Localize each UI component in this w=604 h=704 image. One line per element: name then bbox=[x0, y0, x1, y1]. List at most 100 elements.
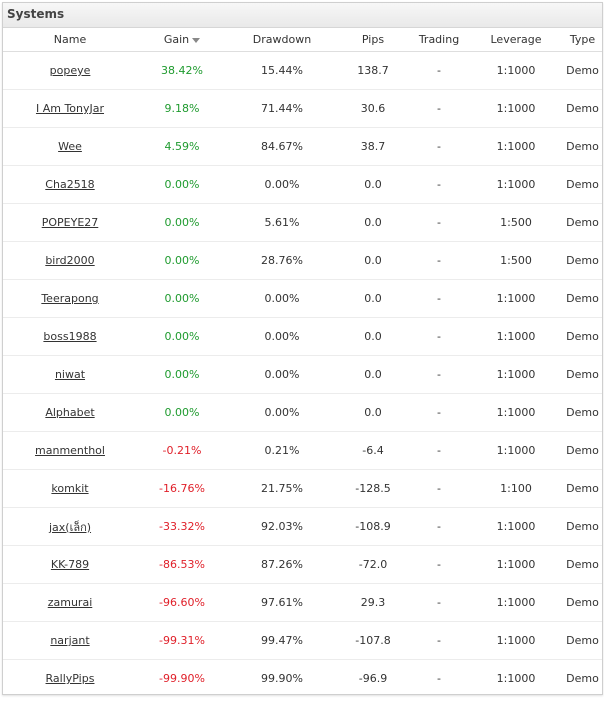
system-name-link[interactable]: komkit bbox=[51, 482, 89, 495]
type-column-cell: Demo bbox=[563, 279, 602, 318]
system-name-link[interactable]: Wee bbox=[58, 140, 82, 153]
type-column-cell: Demo bbox=[563, 317, 602, 356]
type-cell: Demo bbox=[566, 64, 599, 77]
drawdown-column-cell: 87.26% bbox=[227, 545, 337, 584]
system-name-link[interactable]: RallyPips bbox=[45, 672, 95, 685]
gain-cell: -33.32% bbox=[159, 520, 205, 533]
drawdown-column-cell: 0.00% bbox=[227, 279, 337, 318]
trading-cell: - bbox=[437, 558, 441, 571]
leverage-column-cell: 1:1000 bbox=[469, 51, 563, 90]
gain-column-cell: 38.42% bbox=[137, 51, 227, 90]
column-header-name[interactable]: Name bbox=[3, 28, 137, 52]
column-header-pips[interactable]: Pips bbox=[337, 28, 409, 52]
pips-cell: 0.0 bbox=[364, 368, 382, 381]
table-row: I Am TonyJar 9.18% 71.44% 30.6 - 1:1000 Demo bbox=[3, 89, 602, 128]
pips-column-cell: 0.0 bbox=[337, 165, 409, 204]
drawdown-cell: 99.47% bbox=[261, 634, 303, 647]
system-name-link[interactable]: zamurai bbox=[47, 596, 93, 609]
pips-column-cell: 38.7 bbox=[337, 127, 409, 166]
gain-column-cell: 0.00% bbox=[137, 165, 227, 204]
column-header-trading[interactable]: Trading bbox=[409, 28, 469, 52]
type-cell: Demo bbox=[566, 102, 599, 115]
system-name-link[interactable]: I Am TonyJar bbox=[35, 102, 105, 115]
pips-cell: 30.6 bbox=[360, 102, 386, 115]
name-column-cell: bird2000 bbox=[3, 241, 137, 280]
name-column-cell: niwat bbox=[3, 355, 137, 394]
table-row: zamurai -96.60% 97.61% 29.3 - 1:1000 Demo bbox=[3, 583, 602, 622]
type-cell: Demo bbox=[566, 558, 599, 571]
leverage-cell: 1:1000 bbox=[496, 64, 536, 77]
trading-cell: - bbox=[437, 520, 441, 533]
pips-cell: 0.0 bbox=[364, 178, 382, 191]
table-row: manmenthol -0.21% 0.21% -6.4 - 1:1000 Demo bbox=[3, 431, 602, 470]
gain-cell: -99.90% bbox=[159, 672, 205, 685]
trading-column-cell: - bbox=[409, 355, 469, 394]
leverage-cell: 1:1000 bbox=[496, 634, 536, 647]
system-name-link[interactable]: popeye bbox=[49, 64, 91, 77]
system-name-link[interactable]: niwat bbox=[54, 368, 86, 381]
system-name-link[interactable]: jax(เล็ก) bbox=[48, 520, 92, 534]
type-cell: Demo bbox=[566, 368, 599, 381]
gain-column-cell: -99.90% bbox=[137, 660, 227, 698]
name-column-cell: Alphabet bbox=[3, 393, 137, 432]
systems-table: Name Gain Drawdown Pips Trading Leverage… bbox=[3, 28, 602, 697]
table-row: Alphabet 0.00% 0.00% 0.0 - 1:1000 Demo bbox=[3, 393, 602, 432]
table-row: narjant -99.31% 99.47% -107.8 - 1:1000 Demo bbox=[3, 621, 602, 660]
type-cell: Demo bbox=[566, 406, 599, 419]
system-name-link[interactable]: Teerapong bbox=[41, 292, 99, 305]
gain-column-cell: 0.00% bbox=[137, 317, 227, 356]
system-name-link[interactable]: KK-789 bbox=[50, 558, 90, 571]
gain-cell: 0.00% bbox=[164, 330, 200, 343]
drawdown-cell: 0.00% bbox=[264, 406, 300, 419]
system-name-link[interactable]: POPEYE27 bbox=[41, 216, 99, 229]
drawdown-column-cell: 97.61% bbox=[227, 583, 337, 622]
name-column-cell: popeye bbox=[3, 51, 137, 90]
leverage-cell: 1:1000 bbox=[496, 368, 536, 381]
gain-column-cell: -0.21% bbox=[137, 431, 227, 470]
name-column-cell: Teerapong bbox=[3, 279, 137, 318]
gain-cell: 4.59% bbox=[164, 140, 200, 153]
trading-cell: - bbox=[437, 64, 441, 77]
trading-cell: - bbox=[437, 634, 441, 647]
trading-column-cell: - bbox=[409, 279, 469, 318]
leverage-cell: 1:1000 bbox=[496, 520, 536, 533]
name-column-cell: manmenthol bbox=[3, 431, 137, 470]
type-column-cell: Demo bbox=[563, 469, 602, 508]
table-row: popeye 38.42% 15.44% 138.7 - 1:1000 Demo bbox=[3, 51, 602, 90]
drawdown-column-cell: 84.67% bbox=[227, 127, 337, 166]
pips-column-cell: -96.9 bbox=[337, 660, 409, 698]
pips-cell: 0.0 bbox=[364, 330, 382, 343]
trading-column-cell: - bbox=[409, 127, 469, 166]
gain-column-cell: 9.18% bbox=[137, 89, 227, 128]
column-header-drawdown[interactable]: Drawdown bbox=[227, 28, 337, 52]
system-name-link[interactable]: manmenthol bbox=[35, 444, 105, 457]
trading-column-cell: - bbox=[409, 545, 469, 584]
trading-cell: - bbox=[437, 330, 441, 343]
trading-cell: - bbox=[437, 406, 441, 419]
table-row: Wee 4.59% 84.67% 38.7 - 1:1000 Demo bbox=[3, 127, 602, 166]
pips-cell: 38.7 bbox=[360, 140, 386, 153]
column-header-leverage[interactable]: Leverage bbox=[469, 28, 563, 52]
system-name-link[interactable]: narjant bbox=[50, 634, 90, 647]
table-row: Cha2518 0.00% 0.00% 0.0 - 1:1000 Demo bbox=[3, 165, 602, 204]
trading-cell: - bbox=[437, 482, 441, 495]
leverage-column-cell: 1:500 bbox=[469, 203, 563, 242]
type-column-cell: Demo bbox=[563, 621, 602, 660]
column-header-gain[interactable]: Gain bbox=[137, 28, 227, 52]
table-row: KK-789 -86.53% 87.26% -72.0 - 1:1000 Demo bbox=[3, 545, 602, 584]
type-column-cell: Demo bbox=[563, 241, 602, 280]
system-name-link[interactable]: boss1988 bbox=[43, 330, 97, 343]
system-name-link[interactable]: Alphabet bbox=[45, 406, 95, 419]
gain-cell: 0.00% bbox=[164, 178, 200, 191]
pips-cell: -128.5 bbox=[355, 482, 391, 495]
leverage-column-cell: 1:1000 bbox=[469, 317, 563, 356]
leverage-cell: 1:1000 bbox=[496, 292, 536, 305]
trading-column-cell: - bbox=[409, 393, 469, 432]
leverage-column-cell: 1:100 bbox=[469, 469, 563, 508]
system-name-link[interactable]: Cha2518 bbox=[45, 178, 95, 191]
system-name-link[interactable]: bird2000 bbox=[45, 254, 95, 267]
trading-cell: - bbox=[437, 292, 441, 305]
drawdown-column-cell: 92.03% bbox=[227, 507, 337, 546]
column-header-type[interactable]: Type bbox=[563, 28, 602, 52]
drawdown-column-cell: 15.44% bbox=[227, 51, 337, 90]
